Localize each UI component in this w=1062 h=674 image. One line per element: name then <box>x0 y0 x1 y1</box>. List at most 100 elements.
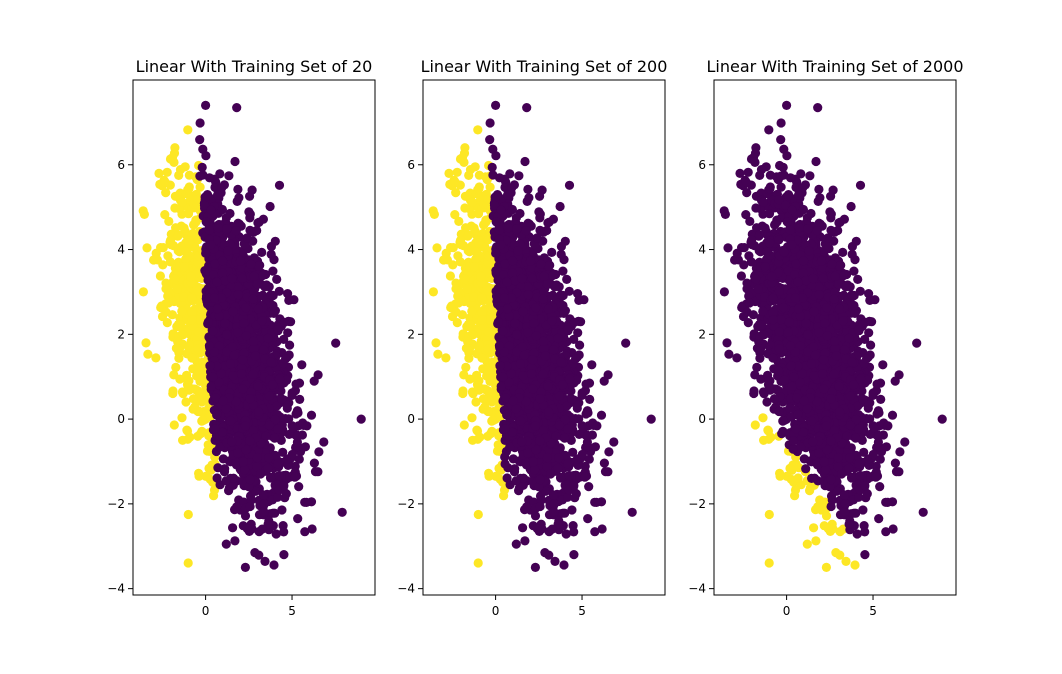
scatter-point-class-0 <box>267 358 276 367</box>
scatter-point-class-1 <box>187 294 196 303</box>
scatter-point-class-0 <box>583 514 592 523</box>
scatter-point-class-0 <box>558 509 567 518</box>
scatter-point-class-0 <box>275 181 284 190</box>
scatter-point-class-0 <box>558 267 567 276</box>
scatter-point-class-0 <box>254 304 263 313</box>
scatter-point-class-0 <box>250 548 259 557</box>
scatter-point-class-0 <box>219 396 228 405</box>
y-tick-label: −2 <box>107 497 125 511</box>
scatter-point-class-0 <box>266 202 275 211</box>
scatter-point-class-0 <box>234 290 243 299</box>
scatter-point-class-0 <box>491 151 500 160</box>
scatter-point-class-1 <box>193 432 202 441</box>
scatter-point-class-0 <box>195 135 204 144</box>
scatter-point-class-1 <box>466 321 475 330</box>
scatter-point-class-1 <box>453 168 462 177</box>
scatter-point-class-0 <box>281 354 290 363</box>
scatter-point-class-0 <box>265 421 274 430</box>
scatter-point-class-0 <box>204 317 213 326</box>
scatter-point-class-0 <box>592 421 601 430</box>
scatter-point-class-0 <box>584 482 593 491</box>
scatter-point-class-0 <box>258 271 267 280</box>
scatter-point-class-0 <box>198 163 207 172</box>
scatter-point-class-0 <box>259 215 268 224</box>
scatter-point-class-0 <box>230 505 239 514</box>
x-tick-label: 0 <box>202 604 210 618</box>
scatter-point-class-1 <box>484 469 493 478</box>
scatter-point-class-1 <box>483 407 492 416</box>
scatter-point-class-0 <box>223 246 232 255</box>
scatter-point-class-1 <box>193 366 202 375</box>
scatter-point-class-0 <box>237 369 246 378</box>
scatter-point-class-0 <box>554 464 563 473</box>
scatter-point-class-0 <box>282 489 291 498</box>
scatter-point-class-0 <box>297 360 306 369</box>
scatter-point-class-1 <box>454 217 463 226</box>
scatter-point-class-1 <box>170 274 179 283</box>
scatter-point-class-0 <box>230 351 239 360</box>
scatter-point-class-0 <box>228 371 237 380</box>
scatter-point-class-1 <box>451 178 460 187</box>
scatter-point-class-1 <box>168 310 177 319</box>
scatter-point-class-0 <box>277 505 286 514</box>
scatter-point-class-0 <box>264 453 273 462</box>
scatter-point-class-0 <box>264 334 273 343</box>
scatter-point-class-0 <box>268 380 277 389</box>
y-tick-label: 4 <box>117 243 125 257</box>
scatter-point-class-1 <box>459 370 468 379</box>
scatter-point-class-0 <box>523 185 532 194</box>
scatter-point-class-1 <box>163 168 172 177</box>
scatter-point-class-0 <box>260 282 269 291</box>
scatter-point-class-1 <box>166 257 175 266</box>
scatter-point-class-0 <box>300 527 309 536</box>
scatter-point-class-0 <box>273 325 282 334</box>
scatter-point-class-1 <box>460 203 469 212</box>
scatter-point-class-1 <box>493 446 502 455</box>
scatter-point-class-0 <box>561 237 570 246</box>
scatter-point-class-1 <box>473 125 482 134</box>
scatter-point-class-0 <box>279 550 288 559</box>
scatter-point-class-0 <box>222 330 231 339</box>
scatter-point-class-0 <box>290 473 299 482</box>
scatter-point-class-1 <box>188 315 197 324</box>
scatter-point-class-0 <box>224 171 233 180</box>
scatter-point-class-0 <box>268 509 277 518</box>
scatter-point-class-1 <box>464 332 473 341</box>
scatter-point-class-0 <box>307 411 316 420</box>
scatter-point-class-0 <box>563 325 572 334</box>
scatter-point-class-0 <box>556 202 565 211</box>
scatter-point-class-1 <box>474 239 483 248</box>
scatter-point-class-1 <box>166 236 175 245</box>
scatter-point-class-1 <box>194 344 203 353</box>
scatter-point-class-1 <box>474 184 483 193</box>
scatter-point-class-1 <box>431 338 440 347</box>
scatter-point-class-1 <box>170 420 179 429</box>
scatter-point-class-1 <box>168 389 177 398</box>
scatter-point-class-1 <box>456 257 465 266</box>
scatter-point-class-0 <box>270 434 279 443</box>
scatter-point-class-0 <box>285 341 294 350</box>
scatter-point-class-0 <box>549 507 558 516</box>
scatter-point-class-0 <box>550 557 559 566</box>
scatter-point-class-0 <box>219 454 228 463</box>
scatter-point-class-0 <box>206 240 215 249</box>
scatter-point-class-0 <box>554 453 563 462</box>
scatter-point-class-1 <box>484 344 493 353</box>
scatter-point-class-0 <box>260 557 269 566</box>
scatter-point-class-0 <box>233 197 242 206</box>
scatter-point-class-0 <box>272 275 281 284</box>
scatter-point-class-0 <box>549 345 558 354</box>
scatter-point-class-1 <box>181 247 190 256</box>
scatter-point-class-1 <box>429 287 438 296</box>
scatter-point-class-0 <box>239 457 248 466</box>
y-tick-label: 2 <box>117 327 125 341</box>
scatter-point-class-0 <box>259 490 268 499</box>
subplot-title: Linear With Training Set of 200 <box>421 57 668 76</box>
scatter-point-class-0 <box>311 467 320 476</box>
scatter-point-class-1 <box>189 394 198 403</box>
scatter-point-class-0 <box>226 359 235 368</box>
scatter-point-class-0 <box>253 453 262 462</box>
scatter-point-class-1 <box>177 413 186 422</box>
